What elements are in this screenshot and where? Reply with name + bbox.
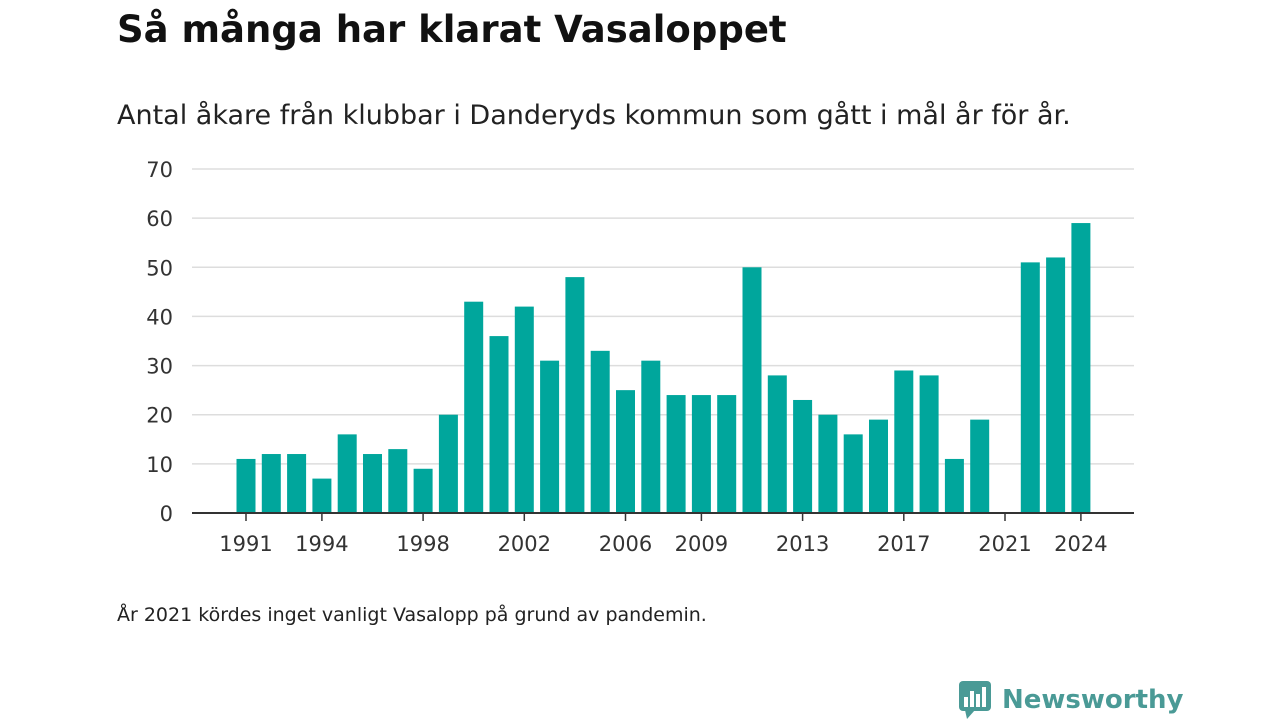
bar-2019: [944, 458, 964, 513]
x-tick-label: 1998: [396, 532, 449, 556]
x-tick-label: 2021: [978, 532, 1031, 556]
bar-1999: [438, 414, 458, 513]
y-tick-label: 60: [146, 207, 173, 231]
x-tick-label: 2024: [1054, 532, 1107, 556]
bar-2014: [818, 414, 838, 513]
chart-subtitle: Antal åkare från klubbar i Danderyds kom…: [117, 100, 1071, 131]
x-tick-label: 2002: [498, 532, 551, 556]
footnote: År 2021 kördes inget vanligt Vasalopp på…: [117, 604, 707, 626]
bar-2018: [919, 375, 939, 513]
bar-2006: [616, 390, 635, 513]
bar-1997: [388, 449, 408, 513]
bar-2002: [514, 306, 534, 513]
bar-1991: [236, 458, 256, 513]
y-tick-label: 40: [146, 305, 173, 329]
x-tick-label: 1991: [219, 532, 272, 556]
bar-2011: [742, 267, 762, 513]
bar-2003: [540, 360, 560, 513]
y-tick-label: 70: [146, 158, 173, 182]
bar-1992: [261, 454, 281, 513]
y-tick-label: 30: [146, 355, 173, 379]
bar-2016: [869, 419, 888, 513]
bars: [236, 223, 1091, 513]
bar-1998: [413, 468, 433, 513]
x-tick-label: 2009: [675, 532, 728, 556]
gridlines: [192, 168, 1134, 465]
bar-2000: [464, 301, 484, 513]
bar-2012: [767, 375, 787, 513]
x-tick-label: 1994: [295, 532, 348, 556]
bar-1993: [287, 454, 307, 513]
bar-1995: [337, 434, 357, 513]
bar-2001: [489, 336, 509, 513]
y-tick-label: 0: [160, 502, 173, 526]
bar-2023: [1046, 257, 1066, 513]
y-tick-label: 50: [146, 256, 173, 280]
axes: 0 10 20 30 40 50 60 70 1991 1994 1998 2002 2006 2009 2…: [146, 158, 1134, 556]
bar-2013: [793, 399, 813, 513]
bar-1994: [312, 478, 332, 513]
brand-name: Newsworthy: [1002, 685, 1184, 715]
y-tick-label: 20: [146, 404, 173, 428]
x-tick-label: 2013: [776, 532, 829, 556]
bar-2004: [565, 277, 585, 513]
bar-2005: [590, 350, 610, 513]
bar-1996: [363, 454, 382, 513]
brand-logo: Newsworthy: [958, 680, 1183, 720]
bar-2020: [970, 419, 990, 513]
bar-2015: [843, 434, 863, 513]
bar-2009: [691, 395, 711, 513]
chart-title: Så många har klarat Vasaloppet: [117, 8, 787, 51]
bar-2017: [894, 370, 914, 513]
newsworthy-logo-icon: [959, 681, 991, 719]
bar-2007: [641, 360, 661, 513]
bar-2010: [717, 395, 737, 513]
bar-2024: [1071, 223, 1091, 513]
x-tick-label: 2017: [877, 532, 930, 556]
y-tick-label: 10: [146, 453, 173, 477]
bar-2008: [666, 395, 686, 513]
bar-2022: [1020, 262, 1040, 513]
x-tick-label: 2006: [599, 532, 652, 556]
